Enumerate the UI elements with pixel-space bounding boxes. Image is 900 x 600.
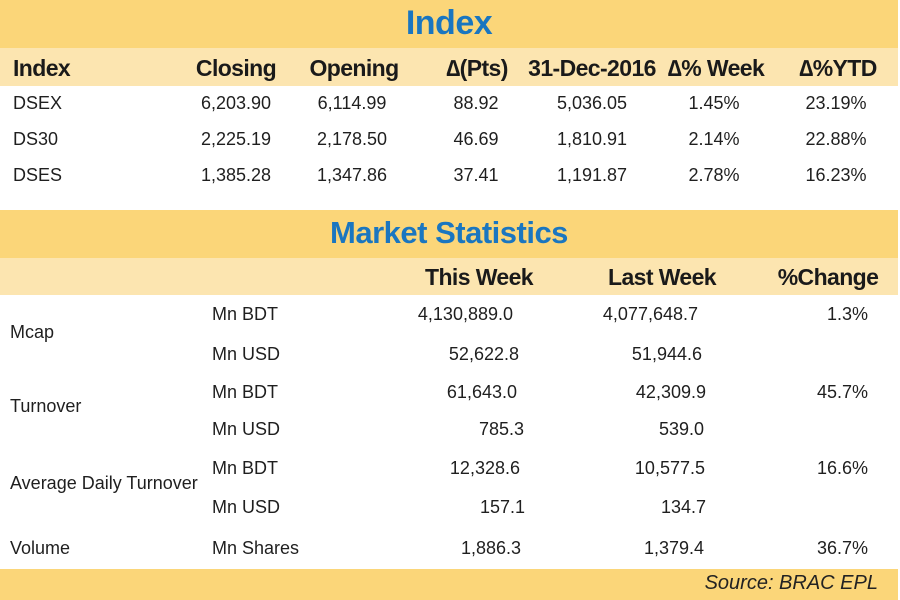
index-ytd: 23.19%	[805, 93, 867, 113]
index-opening: 2,178.50	[316, 129, 388, 149]
market-group-label: Average Daily Turnover	[10, 473, 198, 493]
index-header-dec2016: 31-Dec-2016	[528, 55, 656, 81]
market-this-week: 4,130,889.0	[417, 304, 513, 324]
market-this-week: 61,643.0	[446, 382, 517, 402]
market-header-last-week: Last Week	[608, 264, 717, 290]
market-this-week: 785.3	[478, 419, 524, 439]
market-unit: Mn USD	[212, 497, 281, 517]
index-pts: 46.69	[453, 129, 499, 149]
market-change: 16.6%	[816, 458, 868, 478]
index-week: 2.78%	[688, 165, 740, 185]
index-header-closing: Closing	[195, 55, 277, 81]
index-pts: 37.41	[453, 165, 499, 185]
index-dec2016: 1,810.91	[556, 129, 628, 149]
index-dec2016: 5,036.05	[556, 93, 628, 113]
index-title: Index	[405, 4, 493, 42]
index-closing: 2,225.19	[200, 129, 272, 149]
source-bar	[0, 569, 898, 600]
market-title-bar: Market Statistics	[0, 210, 898, 258]
index-name: DSEX	[13, 93, 63, 113]
index-header-pts: ∆(Pts)	[446, 55, 508, 81]
market-last-week: 134.7	[660, 497, 706, 517]
index-week: 1.45%	[688, 93, 740, 113]
index-header-row: Index Closing Opening ∆(Pts) 31-Dec-2016…	[0, 48, 898, 86]
index-opening: 1,347.86	[316, 165, 388, 185]
index-pts: 88.92	[453, 93, 499, 113]
index-header-week: ∆% Week	[667, 55, 765, 81]
market-last-week: 539.0	[658, 419, 704, 439]
market-group-label: Volume	[10, 538, 71, 558]
market-title: Market Statistics	[330, 215, 568, 250]
market-this-week: 157.1	[479, 497, 525, 517]
market-change: 1.3%	[826, 304, 868, 324]
source-note: Source: BRAC EPL	[704, 572, 878, 594]
market-last-week: 1,379.4	[643, 538, 704, 558]
index-closing: 1,385.28	[200, 165, 272, 185]
market-unit: Mn USD	[212, 344, 281, 364]
market-change: 45.7%	[816, 382, 868, 402]
market-last-week: 42,309.9	[635, 382, 706, 402]
index-dec2016: 1,191.87	[556, 165, 628, 185]
market-this-week: 1,886.3	[460, 538, 521, 558]
market-group-label: Mcap	[10, 322, 55, 342]
market-group-label: Turnover	[10, 396, 82, 416]
market-unit: Mn BDT	[212, 382, 279, 402]
index-header-opening: Opening	[309, 55, 399, 81]
market-header-this-week: This Week	[425, 264, 534, 290]
market-unit: Mn BDT	[212, 458, 279, 478]
index-name: DSES	[13, 165, 63, 185]
market-unit: Mn Shares	[212, 538, 300, 558]
market-last-week: 51,944.6	[631, 344, 702, 364]
index-header-index: Index	[13, 55, 71, 81]
market-last-week: 4,077,648.7	[602, 304, 698, 324]
index-name: DS30	[13, 129, 59, 149]
index-closing: 6,203.90	[200, 93, 272, 113]
market-change: 36.7%	[816, 538, 868, 558]
market-this-week: 12,328.6	[449, 458, 520, 478]
market-this-week: 52,622.8	[448, 344, 519, 364]
index-opening: 6,114.99	[317, 93, 387, 113]
index-week: 2.14%	[688, 129, 740, 149]
index-ytd: 16.23%	[805, 165, 867, 185]
market-unit: Mn BDT	[212, 304, 279, 324]
market-last-week: 10,577.5	[634, 458, 705, 478]
market-unit: Mn USD	[212, 419, 281, 439]
market-header-change: %Change	[777, 264, 879, 290]
index-title-bar: Index	[0, 0, 898, 48]
market-header-row: This Week Last Week %Change	[0, 258, 898, 295]
index-ytd: 22.88%	[805, 129, 867, 149]
index-header-ytd: ∆%YTD	[799, 55, 877, 81]
